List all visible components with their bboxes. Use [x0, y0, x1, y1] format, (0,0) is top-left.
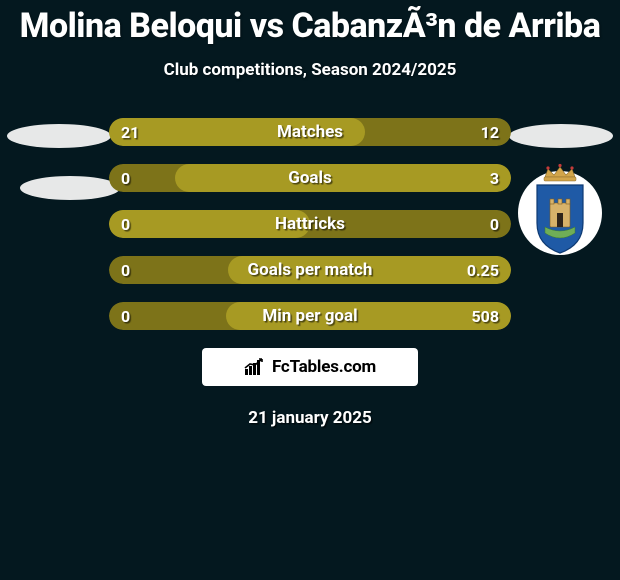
comparison-card: Molina Beloqui vs CabanzÃ³n de Arriba Cl… [0, 0, 620, 580]
row-label-wrap: Hattricks [109, 210, 511, 238]
row-label: Min per goal [262, 306, 357, 326]
footer-date: 21 january 2025 [0, 408, 620, 428]
comparison-row: 00Hattricks [109, 210, 511, 238]
ellipse-placeholder-icon [7, 124, 111, 148]
row-label: Goals per match [248, 260, 373, 280]
ellipse-placeholder-icon [20, 176, 120, 200]
comparison-row: 03Goals [109, 164, 511, 192]
club-crest-icon [517, 168, 603, 254]
row-label-wrap: Goals per match [109, 256, 511, 284]
subtitle: Club competitions, Season 2024/2025 [0, 60, 620, 80]
comparison-row: 00.25Goals per match [109, 256, 511, 284]
row-label: Matches [277, 122, 343, 142]
brand-badge: FcTables.com [202, 348, 418, 386]
brand-text: FcTables.com [272, 357, 376, 377]
comparison-row: 0508Min per goal [109, 302, 511, 330]
comparison-rows: 2112Matches 03Goals 00Hattricks 00.25Goals … [109, 118, 511, 330]
bar-chart-icon [244, 358, 266, 376]
row-label: Hattricks [275, 214, 345, 234]
row-label-wrap: Goals [109, 164, 511, 192]
ellipse-placeholder-icon [509, 124, 613, 148]
row-label: Goals [288, 168, 332, 188]
comparison-row: 2112Matches [109, 118, 511, 146]
page-title: Molina Beloqui vs CabanzÃ³n de Arriba [0, 6, 620, 46]
row-label-wrap: Matches [109, 118, 511, 146]
row-label-wrap: Min per goal [109, 302, 511, 330]
comparison-chart: 2112Matches 03Goals 00Hattricks 00.25Goals … [0, 118, 620, 330]
